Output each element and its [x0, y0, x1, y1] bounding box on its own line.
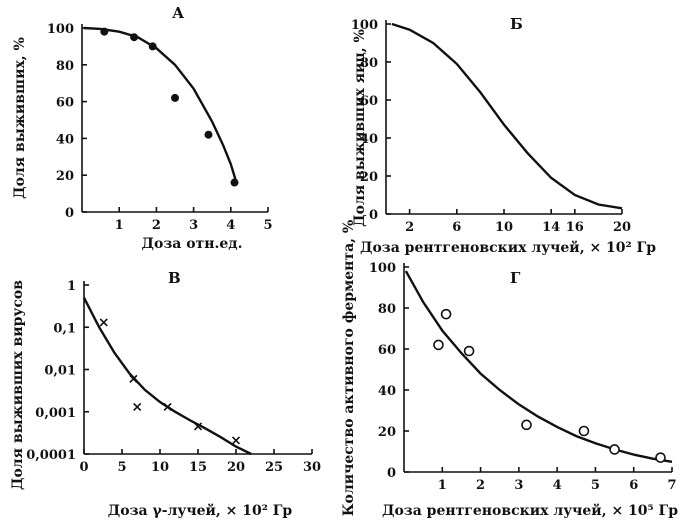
- y-tick-label: 80: [56, 59, 74, 74]
- y-tick-label: 1: [67, 279, 76, 294]
- panel-v-x-label: Доза γ-лучей, × 10² Гр: [108, 502, 293, 519]
- data-point: [230, 178, 239, 187]
- x-tick-label: 3: [189, 218, 198, 233]
- y-tick-label: 0,0001: [26, 448, 76, 463]
- y-tick-label: 20: [378, 425, 396, 440]
- x-tick-label: 14: [542, 220, 560, 235]
- panel-b-x-label: Доза рентгеновских лучей, × 10² Гр: [360, 239, 656, 256]
- panel-g-y-label: Количество активного фермента, %: [341, 220, 357, 516]
- panel-a-fit-curve: [83, 26, 238, 183]
- x-tick-label: 20: [613, 220, 631, 235]
- data-point: [148, 42, 157, 51]
- y-tick-label: 60: [378, 343, 396, 358]
- x-tick-label: 6: [452, 220, 461, 235]
- panel-b-egg-survival-chart: Б Доза рентгеновских лучей, × 10² Гр Дол…: [351, 15, 656, 256]
- data-point: [99, 318, 108, 327]
- panel-a-x-label: Доза отн.ед.: [142, 236, 243, 252]
- panel-a-title: А: [172, 4, 185, 22]
- data-point: [609, 444, 620, 455]
- x-tick-label: 16: [566, 220, 584, 235]
- x-tick-label: 10: [151, 460, 169, 475]
- y-tick-label: 40: [56, 132, 74, 147]
- y-tick-label: 80: [360, 56, 378, 71]
- y-tick-label: 0: [387, 466, 396, 481]
- y-tick-label: 0,01: [44, 364, 76, 379]
- y-tick-label: 80: [378, 302, 396, 317]
- panel-a-survival-chart: А Доза отн.ед. Доля выживших, % 1 2 3 4 5 0 20…: [12, 4, 273, 252]
- data-point: [130, 33, 139, 42]
- data-point: [133, 402, 142, 412]
- data-point: [433, 339, 444, 351]
- data-point: [204, 130, 213, 139]
- x-tick-label: 0: [79, 460, 88, 475]
- data-point: [440, 308, 452, 320]
- x-tick-label: 30: [303, 460, 321, 475]
- x-tick-label: 5: [117, 460, 126, 475]
- x-tick-label: 15: [189, 460, 207, 475]
- data-point: [578, 425, 590, 437]
- y-tick-label: 20: [360, 170, 378, 185]
- y-tick-label: 60: [56, 96, 74, 111]
- x-tick-label: 20: [227, 460, 245, 475]
- data-point: [171, 93, 179, 102]
- data-point: [193, 422, 203, 431]
- panel-g-fit-curve: [404, 270, 673, 463]
- x-tick-label: 5: [591, 478, 600, 493]
- data-point: [231, 436, 241, 445]
- panel-a-y-label: Доля выживших, %: [12, 37, 28, 199]
- y-tick-label: 100: [47, 22, 74, 37]
- panel-g-enzyme-chart: Г Доза рентгеновских лучей, × 10⁵ Гр Кол…: [341, 220, 678, 519]
- y-tick-label: 20: [56, 169, 74, 184]
- panel-b-y-label: Доля выживших яиц, %: [352, 29, 368, 227]
- x-tick-label: 4: [226, 218, 235, 233]
- y-tick-label: 100: [351, 18, 378, 33]
- y-tick-label: 60: [360, 94, 378, 109]
- y-tick-label: 40: [378, 384, 396, 399]
- x-tick-label: 10: [495, 220, 513, 235]
- panel-g-title: Г: [510, 269, 521, 287]
- panel-v-y-label: Доля выживших вирусов: [10, 280, 26, 490]
- panel-v-fit-curve: [82, 297, 252, 456]
- data-point: [655, 452, 666, 463]
- data-point: [129, 374, 138, 383]
- y-tick-label: 40: [360, 132, 378, 147]
- data-point: [163, 402, 172, 412]
- panel-v-virus-survival-chart: В Доза γ-лучей, × 10² Гр Доля выживших в…: [10, 269, 321, 519]
- x-tick-label: 5: [263, 218, 272, 233]
- panel-b-title: Б: [510, 15, 523, 33]
- y-tick-label: 0,001: [35, 406, 76, 421]
- y-tick-label: 0: [369, 208, 378, 223]
- panel-v-title: В: [168, 269, 181, 287]
- x-tick-label: 6: [629, 478, 638, 493]
- x-tick-label: 2: [405, 220, 414, 235]
- panel-g-x-label: Доза рентгеновских лучей, × 10⁵ Гр: [382, 502, 678, 519]
- x-tick-label: 25: [265, 460, 283, 475]
- x-tick-label: 2: [476, 478, 485, 493]
- x-tick-label: 1: [115, 218, 124, 233]
- data-point: [521, 419, 532, 431]
- y-tick-label: 100: [369, 261, 396, 276]
- y-tick-label: 0: [65, 206, 74, 221]
- x-tick-label: 2: [152, 218, 161, 233]
- x-tick-label: 3: [514, 478, 523, 493]
- x-tick-label: 4: [553, 478, 562, 493]
- x-tick-label: 1: [438, 478, 447, 493]
- data-point: [100, 27, 109, 36]
- x-tick-label: 7: [667, 478, 676, 493]
- data-point: [463, 345, 475, 357]
- panel-b-fit-curve: [391, 22, 623, 210]
- y-tick-label: 0,1: [53, 321, 76, 336]
